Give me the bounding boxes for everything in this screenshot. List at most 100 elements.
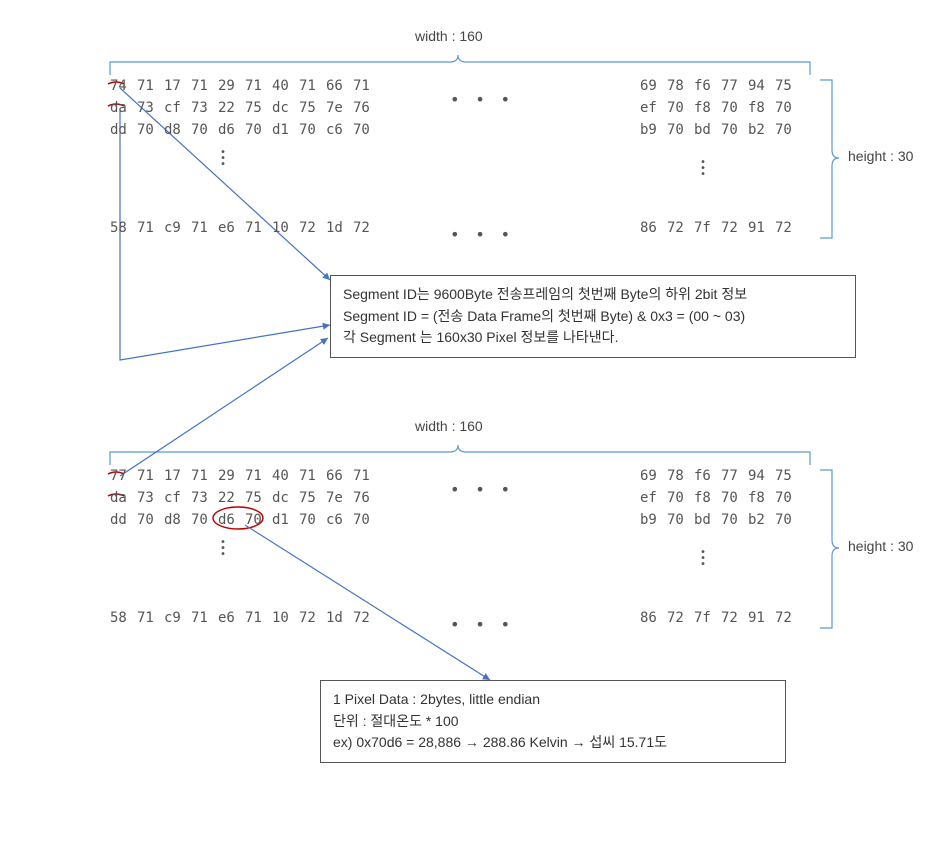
hex-byte: ef — [640, 490, 657, 506]
hex-byte: 1d — [326, 220, 343, 236]
hex-byte: 10 — [272, 610, 289, 626]
hex-byte: 70 — [245, 122, 262, 138]
hex-byte: 70 — [137, 122, 154, 138]
hex-byte: 7f — [694, 220, 711, 236]
callout-line: ex) 0x70d6 = 28,886 → 288.86 Kelvin → 섭씨… — [333, 732, 773, 754]
hex-byte: 94 — [748, 78, 765, 94]
hex-byte: cf — [164, 100, 181, 116]
hex-byte: 86 — [640, 610, 657, 626]
hex-byte: 72 — [667, 220, 684, 236]
hex-byte: 70 — [721, 512, 738, 528]
callout-line: 각 Segment 는 160x30 Pixel 정보를 나타낸다. — [343, 327, 843, 349]
hex-byte: f6 — [694, 468, 711, 484]
hex-byte: 71 — [191, 610, 208, 626]
hex-byte: 40 — [272, 78, 289, 94]
hex-byte: c9 — [164, 610, 181, 626]
hex-byte: dc — [272, 490, 289, 506]
hex-byte: 72 — [775, 610, 792, 626]
callout-line: 1 Pixel Data : 2bytes, little endian — [333, 689, 773, 711]
hex-byte: 70 — [353, 122, 370, 138]
hex-byte: 75 — [299, 490, 316, 506]
hex-byte: 66 — [326, 468, 343, 484]
hex-byte: 29 — [218, 78, 235, 94]
width-label-1: width : 160 — [415, 28, 483, 44]
hex-byte: 70 — [299, 512, 316, 528]
callout-line: Segment ID는 9600Byte 전송프레임의 첫번째 Byte의 하위… — [343, 284, 843, 306]
hex-byte: dd — [110, 512, 127, 528]
hex-byte: f6 — [694, 78, 711, 94]
hex-byte: 76 — [353, 100, 370, 116]
hex-byte: 71 — [191, 78, 208, 94]
callout-line: Segment ID = (전송 Data Frame의 첫번째 Byte) &… — [343, 306, 843, 328]
hex-byte: 70 — [137, 512, 154, 528]
hex-byte: 72 — [353, 610, 370, 626]
hex-byte: bd — [694, 122, 711, 138]
hex-byte: 17 — [164, 78, 181, 94]
hex-byte: 72 — [721, 220, 738, 236]
hex-byte: 70 — [775, 490, 792, 506]
hex-byte: 22 — [218, 100, 235, 116]
hex-byte: 71 — [245, 78, 262, 94]
vdots-icon: ••• — [700, 550, 706, 568]
hex-byte: 1d — [326, 610, 343, 626]
hex-byte: 29 — [218, 468, 235, 484]
hex-byte: 75 — [775, 468, 792, 484]
hex-byte: 70 — [775, 512, 792, 528]
hex-byte: 73 — [137, 490, 154, 506]
hex-byte: d1 — [272, 122, 289, 138]
hex-byte: 40 — [272, 468, 289, 484]
hex-byte: 77 — [110, 468, 127, 484]
hex-byte: d6 — [218, 512, 235, 528]
hex-byte: 77 — [721, 78, 738, 94]
vdots-icon: ••• — [220, 540, 226, 558]
hex-byte: 71 — [137, 220, 154, 236]
hex-byte: e6 — [218, 220, 235, 236]
hex-byte: e6 — [218, 610, 235, 626]
hex-byte: 10 — [272, 220, 289, 236]
hex-byte: 71 — [245, 468, 262, 484]
hex-byte: 71 — [299, 468, 316, 484]
hdots-icon: • • • — [450, 615, 513, 634]
hex-byte: 71 — [137, 610, 154, 626]
hex-byte: 75 — [245, 490, 262, 506]
hex-byte: 7f — [694, 610, 711, 626]
hex-byte: b9 — [640, 122, 657, 138]
hex-byte: b2 — [748, 122, 765, 138]
hex-byte: d6 — [218, 122, 235, 138]
hex-byte: 70 — [721, 490, 738, 506]
hex-byte: f8 — [694, 100, 711, 116]
hex-byte: 69 — [640, 78, 657, 94]
hex-byte: c6 — [326, 122, 343, 138]
callout-line: 단위 : 절대온도 * 100 — [333, 711, 773, 733]
hex-byte: bd — [694, 512, 711, 528]
height-label-1: height : 30 — [848, 148, 913, 164]
hex-byte: 70 — [191, 122, 208, 138]
hex-byte: 71 — [299, 78, 316, 94]
hex-byte: 91 — [748, 610, 765, 626]
hex-byte: d8 — [164, 512, 181, 528]
hex-byte: cf — [164, 490, 181, 506]
hex-byte: 7e — [326, 100, 343, 116]
hex-byte: b2 — [748, 512, 765, 528]
width-label-2: width : 160 — [415, 418, 483, 434]
hex-byte: 72 — [353, 220, 370, 236]
hdots-icon: • • • — [450, 225, 513, 244]
hex-byte: 70 — [721, 122, 738, 138]
hex-byte: da — [110, 100, 127, 116]
hex-byte: 70 — [721, 100, 738, 116]
hex-byte: 70 — [353, 512, 370, 528]
hex-byte: f8 — [694, 490, 711, 506]
hex-byte: b9 — [640, 512, 657, 528]
hex-byte: da — [110, 490, 127, 506]
callout-segment-id: Segment ID는 9600Byte 전송프레임의 첫번째 Byte의 하위… — [330, 275, 856, 358]
hex-byte: 71 — [137, 468, 154, 484]
hex-byte: 71 — [245, 220, 262, 236]
hdots-icon: • • • — [450, 480, 513, 499]
hex-byte: 78 — [667, 78, 684, 94]
hex-byte: 75 — [245, 100, 262, 116]
hex-byte: 71 — [353, 78, 370, 94]
height-label-2: height : 30 — [848, 538, 913, 554]
hex-byte: 78 — [667, 468, 684, 484]
hex-byte: 58 — [110, 610, 127, 626]
hex-byte: 7e — [326, 490, 343, 506]
